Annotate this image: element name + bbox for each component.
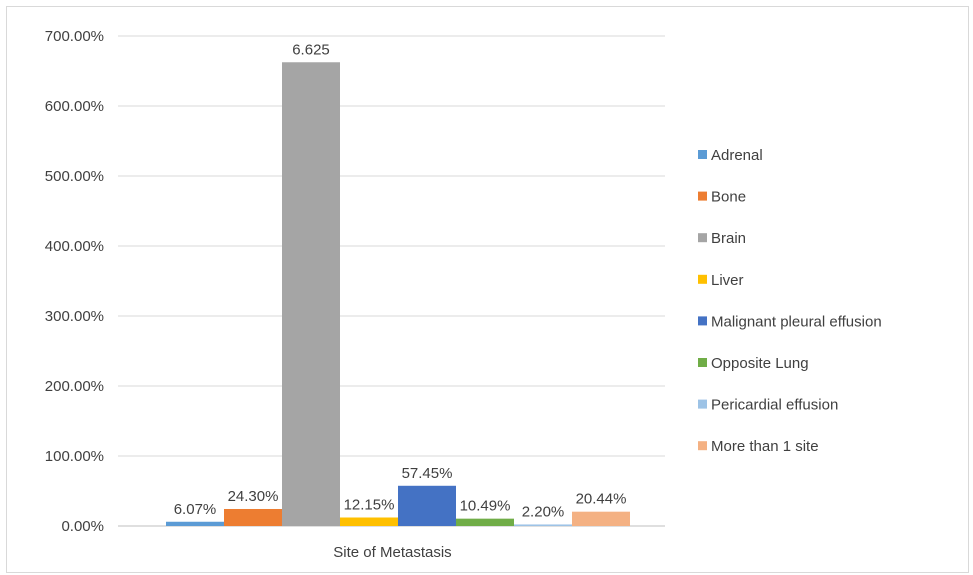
y-tick-label: 500.00%: [45, 168, 104, 185]
y-tick-label: 200.00%: [45, 378, 104, 395]
legend-label: More than 1 site: [711, 438, 819, 455]
legend-swatch: [698, 191, 707, 201]
data-label: 24.30%: [228, 488, 279, 505]
legend-label: Adrenal: [711, 147, 763, 164]
legend-label: Pericardial effusion: [711, 397, 838, 414]
bar-pericardial-effusion: [514, 524, 572, 526]
legend-swatch: [698, 233, 707, 243]
legend-swatch: [698, 150, 707, 159]
y-tick-label: 700.00%: [45, 28, 104, 45]
data-label: 10.49%: [460, 498, 511, 515]
data-label: 20.44%: [576, 491, 627, 508]
bar-adrenal: [166, 521, 224, 526]
y-axis-ticks: 0.00% 100.00% 200.00% 300.00% 400.00% 500.00%…: [45, 28, 104, 535]
data-label: 2.20%: [522, 503, 565, 520]
data-label: 12.15%: [344, 496, 395, 513]
data-label: 6.625: [292, 41, 330, 58]
y-tick-label: 400.00%: [45, 238, 104, 255]
bar-brain: [282, 62, 340, 526]
y-tick-label: 300.00%: [45, 308, 104, 325]
bar-more-than-1-site: [572, 511, 630, 526]
legend-swatch: [698, 358, 707, 367]
legend-label: Brain: [711, 230, 746, 247]
legend-swatch: [698, 316, 707, 326]
chart-frame: [6, 6, 969, 573]
y-tick-label: 600.00%: [45, 98, 104, 115]
x-category-label: Site of Metastasis: [333, 544, 451, 561]
legend-label: Liver: [711, 272, 744, 289]
legend-label: Opposite Lung: [711, 355, 809, 372]
legend-label: Malignant pleural effusion: [711, 313, 882, 330]
data-label: 6.07%: [174, 501, 217, 518]
legend-swatch: [698, 441, 707, 451]
legend-label: Bone: [711, 189, 746, 206]
data-label: 57.45%: [402, 465, 453, 482]
gridlines: [118, 35, 665, 457]
bar-liver: [340, 517, 398, 526]
legend: Adrenal Bone Brain Liver Malignant pleural e…: [698, 147, 882, 455]
y-tick-label: 100.00%: [45, 448, 104, 465]
legend-swatch: [698, 399, 707, 409]
bar-malignant-pleural-effusion: [398, 485, 456, 526]
bar-opposite-lung: [456, 518, 514, 526]
bars: [166, 62, 630, 526]
data-labels: 6.07% 24.30% 6.625 12.15% 57.45% 10.49% 2.20% 2…: [174, 41, 627, 520]
bar-bone: [224, 508, 282, 526]
legend-swatch: [698, 274, 707, 284]
y-tick-label: 0.00%: [61, 518, 104, 535]
